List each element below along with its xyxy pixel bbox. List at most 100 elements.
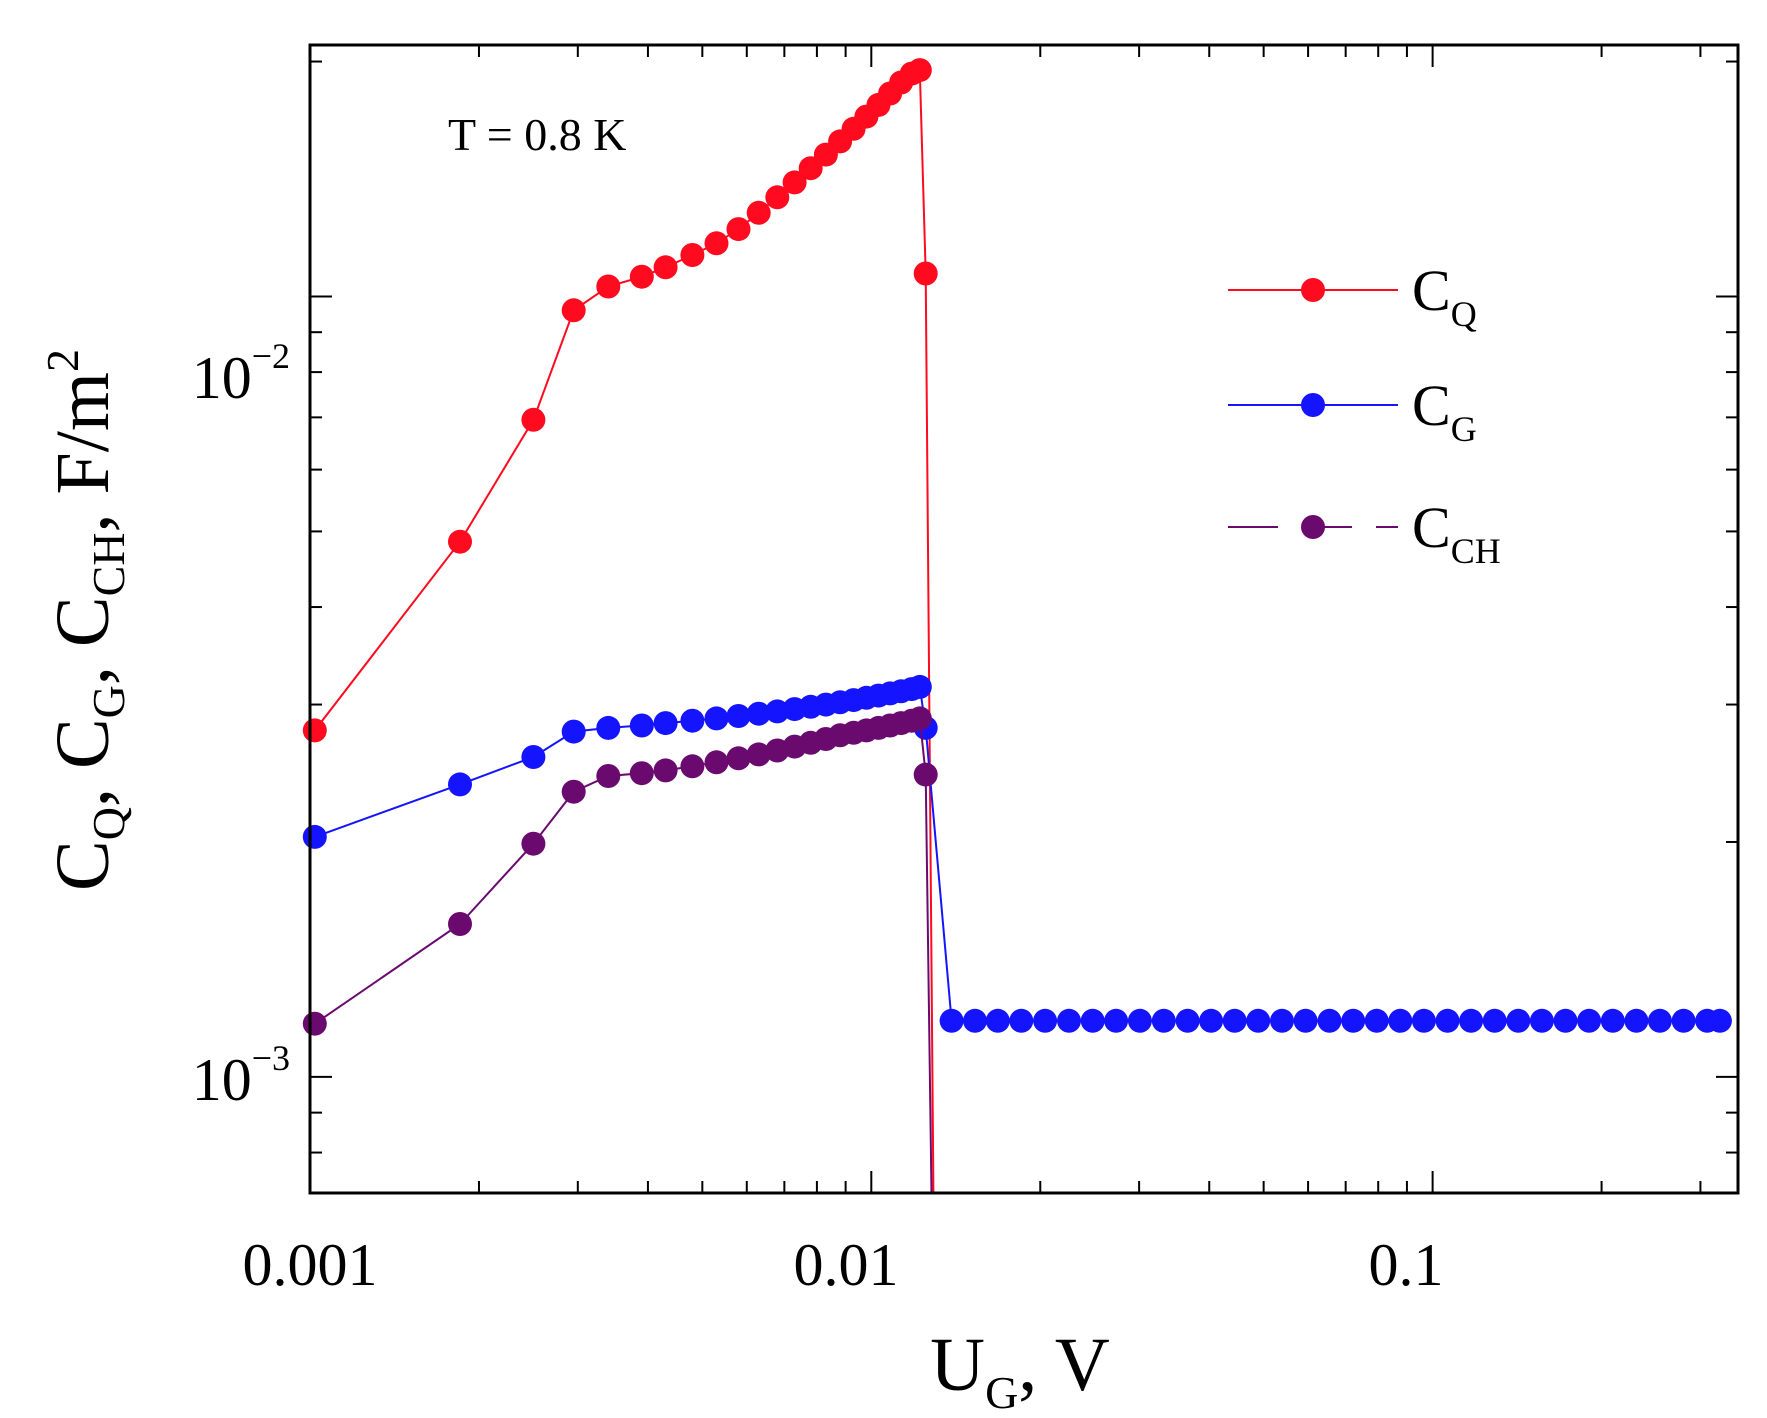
legend-entry-cq: CQ <box>1228 258 1477 334</box>
series-line-cg <box>314 685 1720 1022</box>
legend-label-sub: G <box>1451 409 1477 449</box>
data-point-cg <box>653 711 678 736</box>
data-point-cg <box>1459 1008 1484 1033</box>
legend-entry-cg: CG <box>1228 373 1477 449</box>
y-label-sub: Q <box>83 807 134 840</box>
data-point-cq <box>913 261 938 286</box>
data-point-cg <box>1600 1008 1625 1033</box>
data-point-cg <box>1553 1008 1578 1033</box>
legend-label-cg: CG <box>1412 373 1477 449</box>
data-point-cg <box>1529 1008 1554 1033</box>
x-tick-label: 0.1 <box>1369 1232 1444 1298</box>
data-point-cg <box>1317 1008 1342 1033</box>
data-point-cg <box>1506 1008 1531 1033</box>
series-cch <box>302 706 938 1194</box>
y-tick-exponent: −2 <box>252 336 290 376</box>
series-cq <box>302 58 938 1194</box>
data-point-cg <box>1175 1008 1200 1033</box>
data-point-cch <box>653 758 678 783</box>
y-tick-label: 10−2 <box>192 336 290 411</box>
data-point-cch <box>561 779 586 804</box>
data-point-cg <box>1057 1008 1081 1033</box>
data-point-cg <box>1270 1008 1294 1033</box>
legend-marker-cg <box>1301 393 1325 417</box>
y-label-c: C <box>41 840 125 891</box>
data-point-cg <box>1364 1008 1389 1033</box>
data-point-cq <box>448 529 472 554</box>
data-point-cch <box>521 831 546 856</box>
legend-label-main: C <box>1412 258 1451 323</box>
legend-label-sub: CH <box>1451 531 1501 571</box>
legend-label-main: C <box>1412 495 1451 560</box>
y-label-c: C <box>41 596 125 647</box>
data-point-cg <box>680 708 705 733</box>
data-point-cg <box>1482 1008 1507 1033</box>
data-point-cq <box>521 407 546 432</box>
data-point-cg <box>1341 1008 1366 1033</box>
y-label-sep: , <box>41 647 125 685</box>
data-point-cch <box>913 762 938 787</box>
data-point-cq <box>704 231 729 256</box>
data-point-cg <box>561 719 586 744</box>
data-point-cq <box>302 718 327 743</box>
plot-frame <box>308 43 1740 1195</box>
y-tick-exponent: −3 <box>252 1038 290 1078</box>
data-point-cq <box>629 264 654 289</box>
data-point-cq <box>907 58 932 83</box>
legend-marker-cch <box>1301 515 1325 539</box>
data-point-cg <box>1411 1008 1436 1033</box>
legend-entry-cch: CCH <box>1228 495 1501 571</box>
data-point-cch <box>704 750 729 775</box>
legend-marker-cq <box>1301 278 1325 302</box>
series-line-cch <box>314 717 933 1194</box>
data-point-cg <box>1080 1008 1105 1033</box>
data-point-cg <box>1647 1008 1672 1033</box>
data-point-cg <box>1388 1008 1413 1033</box>
data-point-cg <box>521 745 546 769</box>
data-point-cg <box>1033 1008 1058 1033</box>
data-point-cg <box>939 1008 964 1033</box>
data-point-cch <box>726 746 751 771</box>
y-label-sep: , <box>41 769 125 807</box>
y-label-c: C <box>41 718 125 769</box>
data-point-cq <box>782 170 807 195</box>
data-point-cq <box>746 200 771 225</box>
data-point-cg <box>596 715 621 740</box>
data-point-cg <box>1435 1008 1460 1033</box>
data-point-cg <box>1222 1008 1247 1033</box>
data-point-cg <box>1577 1008 1602 1033</box>
x-tick-label: 0.01 <box>794 1232 899 1298</box>
data-point-cg <box>963 1008 987 1033</box>
data-point-cg <box>726 704 751 728</box>
y-axis-label: CQ, CG, CCH, F/m2 <box>37 349 134 891</box>
data-point-cg <box>1199 1008 1224 1033</box>
legend-label-main: C <box>1412 373 1451 438</box>
series-cg <box>302 674 1732 1033</box>
x-axis-label-sub: G <box>985 1367 1018 1418</box>
data-point-cch <box>302 1011 327 1036</box>
data-point-cg <box>448 772 472 797</box>
data-point-cq <box>596 274 621 299</box>
x-axis-label-main: U <box>930 1323 985 1407</box>
x-axis-label: UG, V <box>930 1323 1110 1418</box>
series-layer <box>302 58 1732 1194</box>
data-point-cg <box>1671 1008 1696 1033</box>
data-point-cq <box>680 243 705 267</box>
legend-label-sub: Q <box>1451 294 1477 334</box>
data-point-cg <box>985 1008 1010 1033</box>
data-point-cg <box>1151 1008 1176 1033</box>
y-label-sub: G <box>83 685 134 718</box>
data-point-cg <box>746 701 771 726</box>
y-tick-label: 10−3 <box>192 1038 290 1113</box>
data-point-cg <box>907 674 932 699</box>
data-point-cq <box>726 217 751 242</box>
y-tick-base: 10 <box>192 345 252 411</box>
x-tick-label: 0.001 <box>243 1232 378 1298</box>
y-label-unit: , F/m <box>41 372 125 533</box>
data-point-cg <box>1104 1008 1129 1033</box>
data-point-cch <box>746 742 771 767</box>
data-point-cch <box>596 764 621 788</box>
data-point-cg <box>1127 1008 1152 1033</box>
legend-label-cq: CQ <box>1412 258 1477 334</box>
